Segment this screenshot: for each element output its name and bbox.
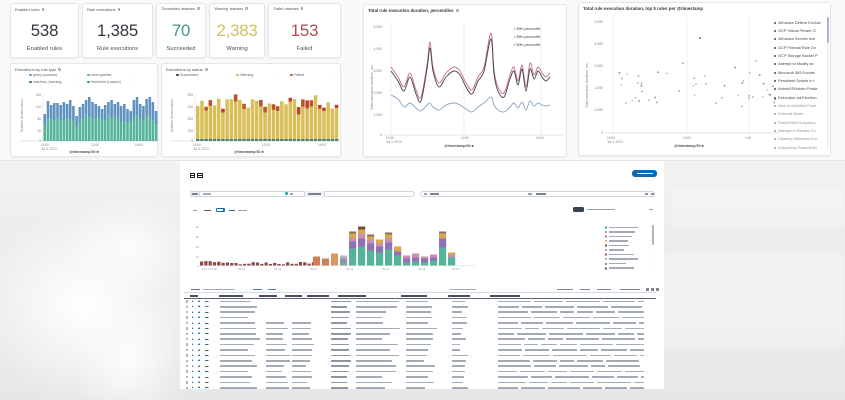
svg-text:400: 400 <box>188 105 194 109</box>
svg-text:0: 0 <box>39 139 41 143</box>
svg-text:160: 160 <box>36 93 42 97</box>
svg-text:5,000: 5,000 <box>374 25 383 29</box>
svg-text:09-22: 09-22 <box>382 267 390 271</box>
svg-text:2,000: 2,000 <box>595 86 604 90</box>
svg-text:4,000: 4,000 <box>374 47 383 51</box>
svg-text:0: 0 <box>191 139 193 143</box>
svg-text:1,000: 1,000 <box>595 108 604 112</box>
svg-text:80: 80 <box>37 117 41 121</box>
svg-text:3,000: 3,000 <box>595 64 604 68</box>
svg-text:10: 10 <box>196 255 200 259</box>
svg-text:2,000: 2,000 <box>374 91 383 95</box>
svg-text:09-18: 09-18 <box>238 267 246 271</box>
svg-text:20: 20 <box>196 245 200 249</box>
svg-text:40: 40 <box>37 129 41 133</box>
svg-text:500: 500 <box>188 93 194 97</box>
svg-text:09-23: 09-23 <box>418 267 426 271</box>
svg-text:4,000: 4,000 <box>595 42 604 46</box>
svg-text:0: 0 <box>601 131 603 135</box>
svg-text:40: 40 <box>196 225 200 229</box>
svg-text:30: 30 <box>196 235 200 239</box>
svg-text:09-19: 09-19 <box>274 267 282 271</box>
svg-text:5,000: 5,000 <box>595 20 604 24</box>
svg-text:09-17 12:00: 09-17 12:00 <box>202 267 217 271</box>
svg-text:09-21: 09-21 <box>346 267 354 271</box>
svg-text:200: 200 <box>188 129 194 133</box>
svg-text:300: 300 <box>188 117 194 121</box>
svg-text:3,000: 3,000 <box>374 69 383 73</box>
svg-text:0: 0 <box>197 264 199 268</box>
svg-text:120: 120 <box>36 105 42 109</box>
svg-text:09-24: 09-24 <box>452 267 460 271</box>
svg-text:09-20: 09-20 <box>310 267 318 271</box>
svg-text:1,000: 1,000 <box>374 113 383 117</box>
svg-text:0: 0 <box>380 133 382 137</box>
